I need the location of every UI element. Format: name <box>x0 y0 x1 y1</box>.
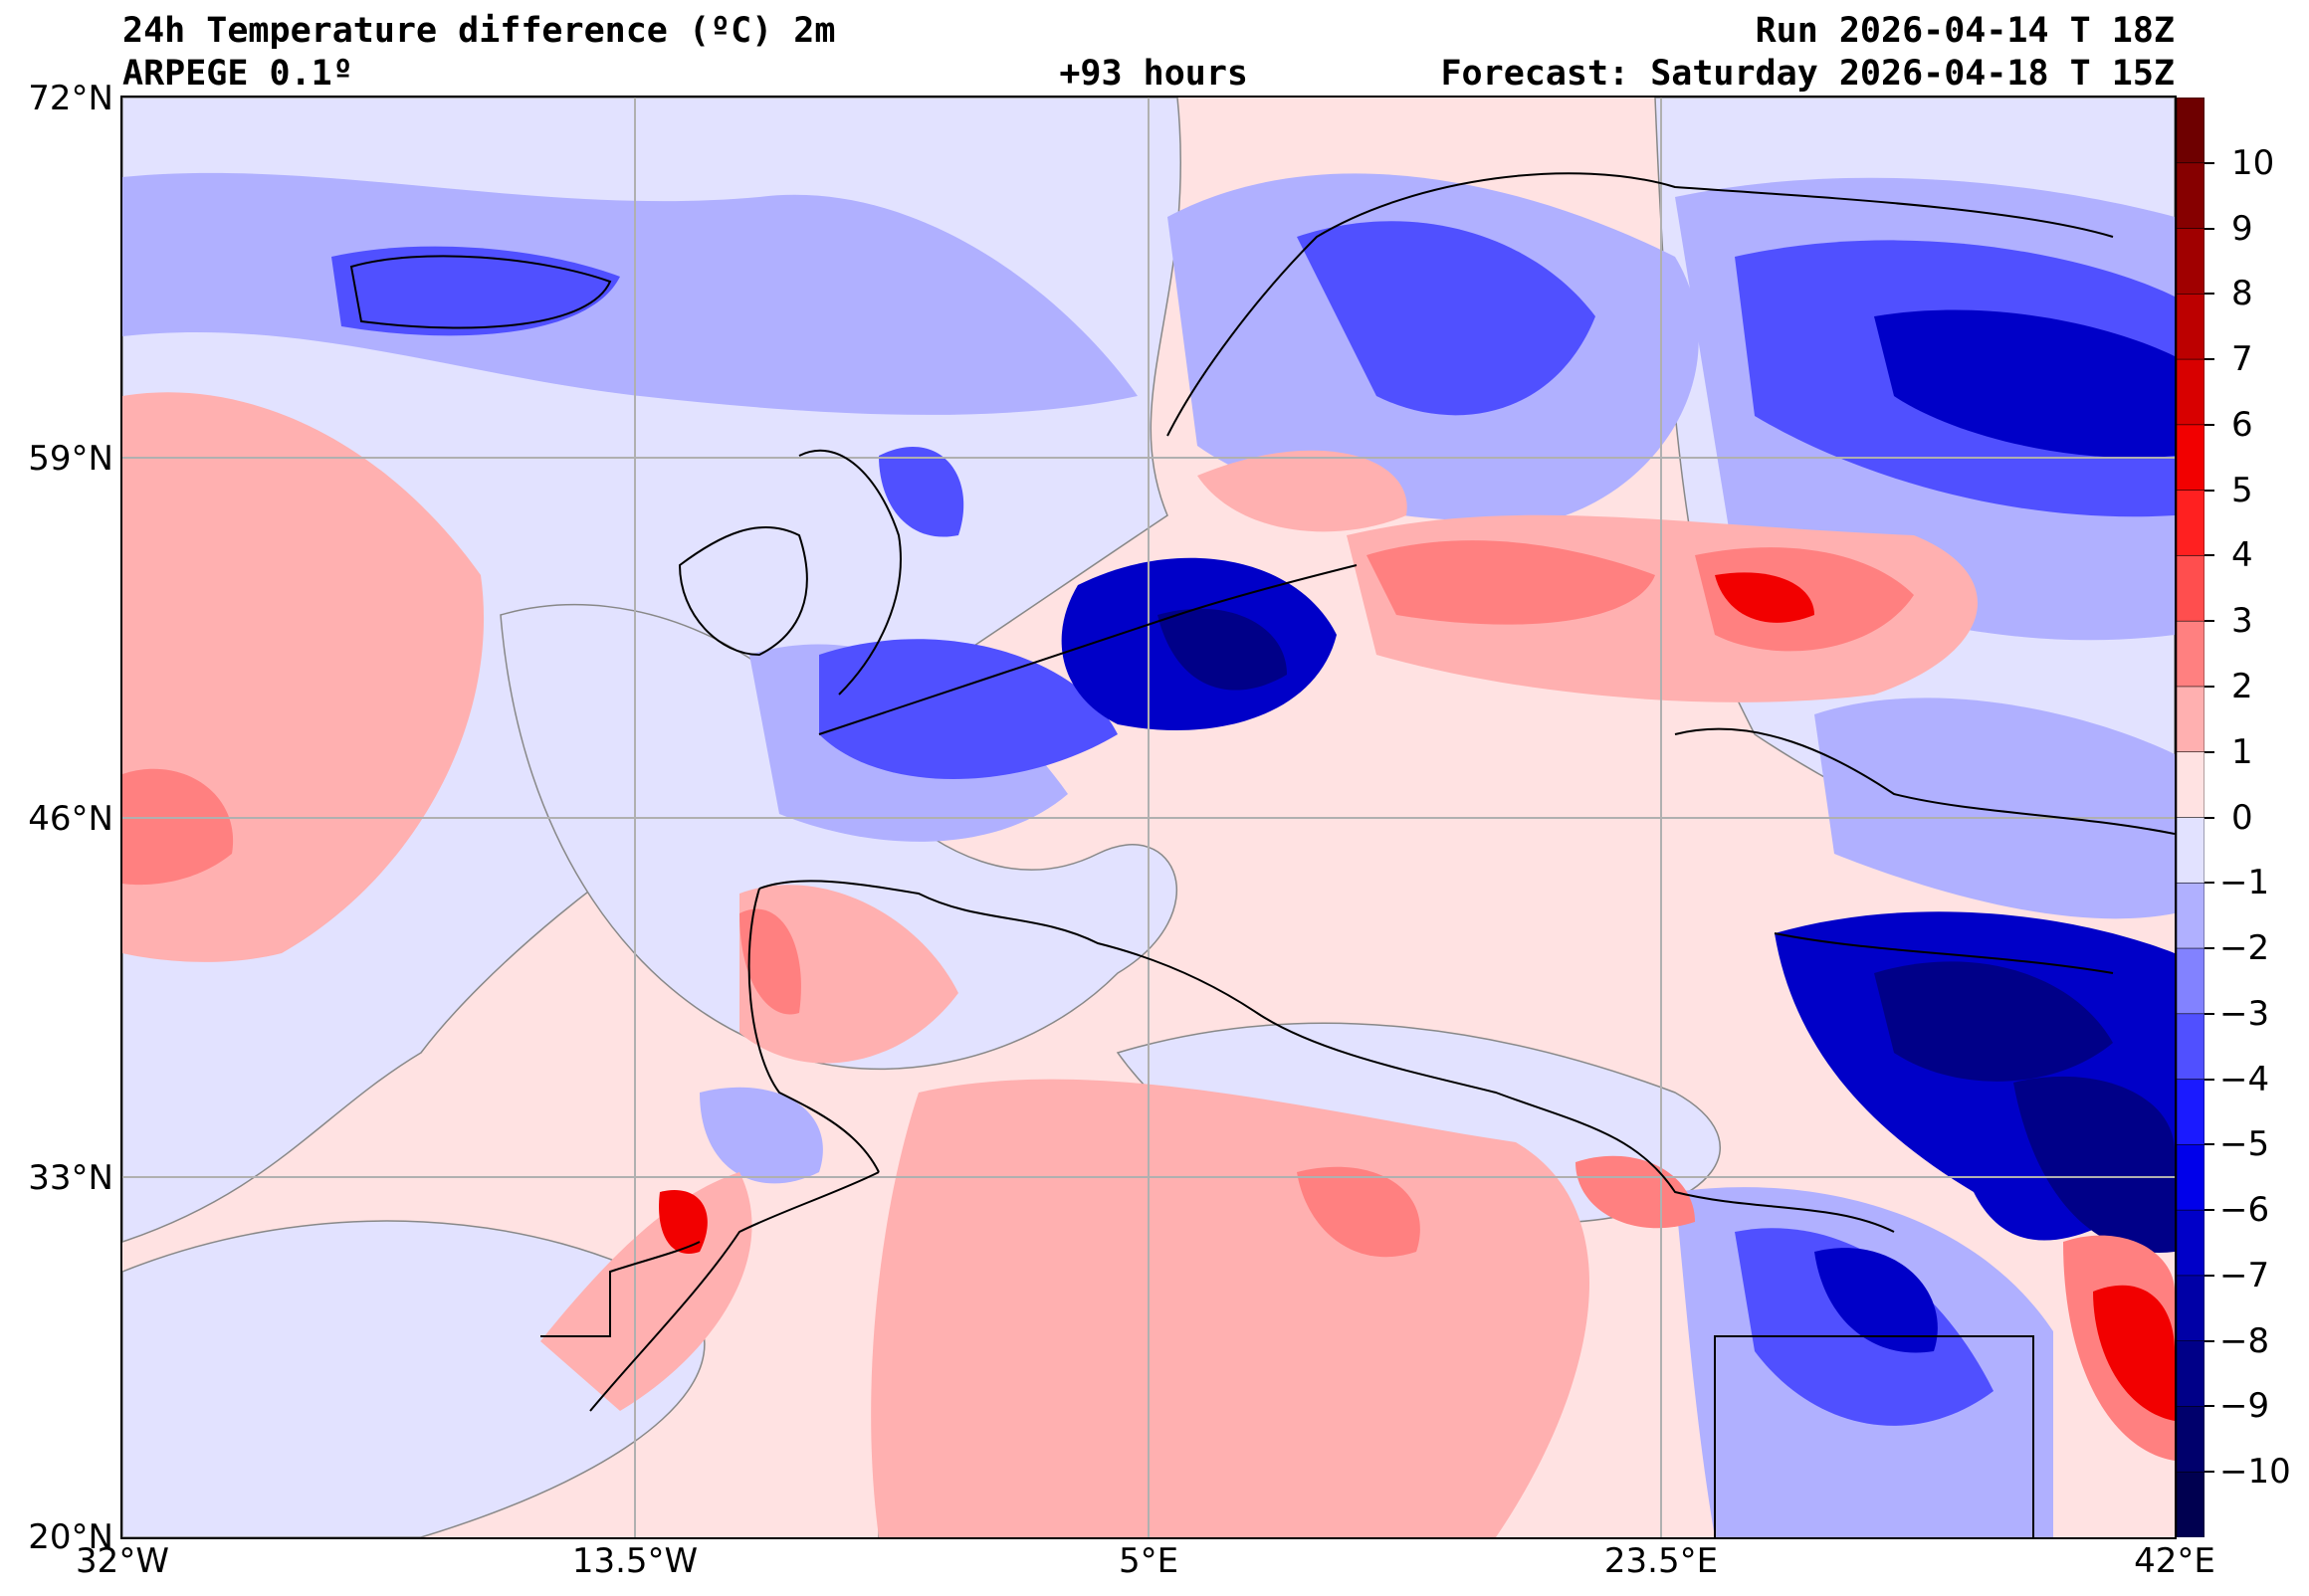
colorbar-tick <box>2204 1012 2214 1015</box>
colorbar-band <box>2177 490 2204 557</box>
lat-label-59n: 59°N <box>28 439 113 479</box>
colorbar-tick <box>2204 227 2214 230</box>
lat-label-46n: 46°N <box>28 799 113 839</box>
colorbar-tick-label: −2 <box>2219 928 2270 969</box>
warming-very-strong-areas <box>659 572 2175 1421</box>
colorbar-band <box>2177 228 2204 296</box>
colorbar-tick-label: 0 <box>2231 797 2253 838</box>
lon-label-42e: 42°E <box>2134 1541 2215 1581</box>
forecast-time: Forecast: Saturday 2026-04-18 T 15Z <box>1440 54 2175 94</box>
colorbar-tick-label: 2 <box>2231 666 2253 706</box>
lon-label-5e: 5°E <box>1118 1541 1179 1581</box>
colorbar-tick-label: −10 <box>2219 1452 2291 1493</box>
colorbar-tick <box>2204 423 2214 426</box>
colorbar-tick-label: 9 <box>2231 208 2253 249</box>
colorbar-band <box>2177 686 2204 753</box>
colorbar-band <box>2177 1013 2204 1081</box>
colorbar-band <box>2177 1275 2204 1342</box>
colorbar-band <box>2177 1144 2204 1211</box>
colorbar-tick-label: −3 <box>2219 993 2270 1034</box>
colorbar-tick-label: 8 <box>2231 274 2253 314</box>
colorbar-tick <box>2204 293 2214 296</box>
colorbar-band <box>2177 1209 2204 1277</box>
lon-label-23-5e: 23.5°E <box>1603 1541 1719 1581</box>
cooling-extreme-areas <box>1157 608 2175 1253</box>
colorbar-band <box>2177 947 2204 1015</box>
colorbar-tick <box>2204 620 2214 623</box>
map-title: 24h Temperature difference (ºC) 2m <box>122 11 836 51</box>
colorbar-tick <box>2204 1339 2214 1342</box>
colorbar-tick-label: 6 <box>2231 404 2253 445</box>
colorbar-tick <box>2204 1471 2214 1474</box>
colorbar-band <box>2177 1340 2204 1408</box>
colorbar-tick-label: 7 <box>2231 339 2253 380</box>
colorbar-tick <box>2204 358 2214 361</box>
lat-label-72n: 72°N <box>28 79 113 118</box>
colorbar-band <box>2177 162 2204 230</box>
colorbar-tick-label: −6 <box>2219 1190 2270 1231</box>
colorbar-tick <box>2204 1143 2214 1146</box>
colorbar-band <box>2177 1406 2204 1474</box>
coastlines <box>349 172 2175 1537</box>
colorbar-tick-label: 3 <box>2231 601 2253 642</box>
colorbar <box>2177 98 2204 1537</box>
colorbar-tick <box>2204 750 2214 753</box>
colorbar-tick-label: −9 <box>2219 1386 2270 1427</box>
colorbar-tick-label: −4 <box>2219 1059 2270 1099</box>
colorbar-band <box>2177 1079 2204 1146</box>
colorbar-tick <box>2204 1209 2214 1212</box>
lat-label-33n: 33°N <box>28 1158 113 1198</box>
colorbar-band <box>2177 294 2204 360</box>
colorbar-band <box>2177 424 2204 492</box>
lon-label-32w: 32°W <box>76 1541 169 1581</box>
colorbar-band <box>2177 1471 2204 1537</box>
colorbar-tick <box>2204 1405 2214 1408</box>
temperature-difference-map <box>120 96 2177 1539</box>
colorbar-tick-label: 5 <box>2231 470 2253 510</box>
colorbar-tick <box>2204 1274 2214 1277</box>
lon-label-13-5w: 13.5°W <box>571 1541 699 1581</box>
colorbar-tick-label: 10 <box>2231 142 2275 183</box>
colorbar-tick-label: −5 <box>2219 1124 2270 1165</box>
colorbar-band <box>2177 882 2204 949</box>
colorbar-tick-label: 1 <box>2231 731 2253 772</box>
lead-time: +93 hours <box>1059 54 1248 94</box>
colorbar-tick <box>2204 161 2214 164</box>
lat-label-20n: 20°N <box>28 1517 113 1557</box>
colorbar-tick-label: 4 <box>2231 535 2253 576</box>
colorbar-band <box>2177 555 2204 622</box>
colorbar-tick-label: −1 <box>2219 863 2270 903</box>
colorbar-tick <box>2204 489 2214 492</box>
colorbar-tick <box>2204 685 2214 688</box>
model-label: ARPEGE 0.1º <box>122 54 353 94</box>
colorbar-tick <box>2204 1078 2214 1081</box>
colorbar-tick-label: −8 <box>2219 1320 2270 1361</box>
colorbar-tick-label: −7 <box>2219 1255 2270 1296</box>
colorbar-tick <box>2204 816 2214 819</box>
colorbar-tick <box>2204 882 2214 885</box>
run-time: Run 2026-04-14 T 18Z <box>1755 11 2175 51</box>
colorbar-band <box>2177 751 2204 819</box>
colorbar-tick <box>2204 554 2214 557</box>
colorbar-band <box>2177 620 2204 688</box>
colorbar-band <box>2177 98 2204 164</box>
colorbar-band <box>2177 358 2204 426</box>
colorbar-tick <box>2204 947 2214 950</box>
graticule <box>122 98 2175 1537</box>
colorbar-band <box>2177 817 2204 885</box>
